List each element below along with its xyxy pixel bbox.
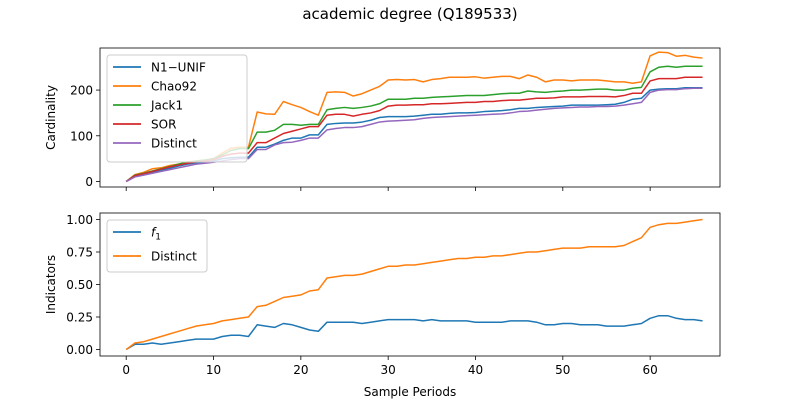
indicators-y-axis-label: Indicators xyxy=(44,255,58,314)
indicators-x-tick-label: 60 xyxy=(643,363,658,377)
cardinality-legend-label-4: Distinct xyxy=(151,137,197,151)
chart-title: academic degree (Q189533) xyxy=(302,5,517,23)
cardinality-y-tick-label: 100 xyxy=(70,129,93,143)
cardinality-y-tick-label: 0 xyxy=(85,175,93,189)
cardinality-legend-label-3: SOR xyxy=(151,118,176,132)
indicators-y-tick-label: 0.25 xyxy=(66,311,93,325)
cardinality-y-tick-label: 200 xyxy=(70,84,93,98)
cardinality-legend-label-2: Jack1 xyxy=(150,99,183,113)
indicators-x-tick-label: 20 xyxy=(293,363,308,377)
indicators-x-axis-label: Sample Periods xyxy=(364,385,456,399)
indicators-series-line-1 xyxy=(126,220,702,350)
cardinality-panel: 0 100 200 Cardinality N1−UNIF Chao92 Jack1 SOR D… xyxy=(44,48,720,191)
cardinality-legend-label-1: Chao92 xyxy=(151,80,197,94)
indicators-y-tick-label: 0.75 xyxy=(66,246,93,260)
indicators-x-tick-label: 30 xyxy=(381,363,396,377)
indicators-x-tick-label: 10 xyxy=(206,363,221,377)
indicators-x-tick-label: 50 xyxy=(555,363,570,377)
indicators-series-line-0 xyxy=(126,316,702,350)
indicators-y-tick-label: 0.00 xyxy=(66,343,93,357)
indicators-x-tick-label: 0 xyxy=(122,363,130,377)
indicators-legend-label-1: Distinct xyxy=(151,250,197,264)
cardinality-y-axis-label: Cardinality xyxy=(44,85,58,150)
cardinality-legend-label-0: N1−UNIF xyxy=(151,61,206,75)
indicators-x-tick-label: 40 xyxy=(468,363,483,377)
indicators-legend-box xyxy=(107,220,207,272)
indicators-y-tick-label: 1.00 xyxy=(66,213,93,227)
indicators-panel: 0 10 20 30 40 50 60 0.00 0.25 0.50 0.75 1.00 Indicat… xyxy=(44,213,720,399)
indicators-y-tick-label: 0.50 xyxy=(66,278,93,292)
